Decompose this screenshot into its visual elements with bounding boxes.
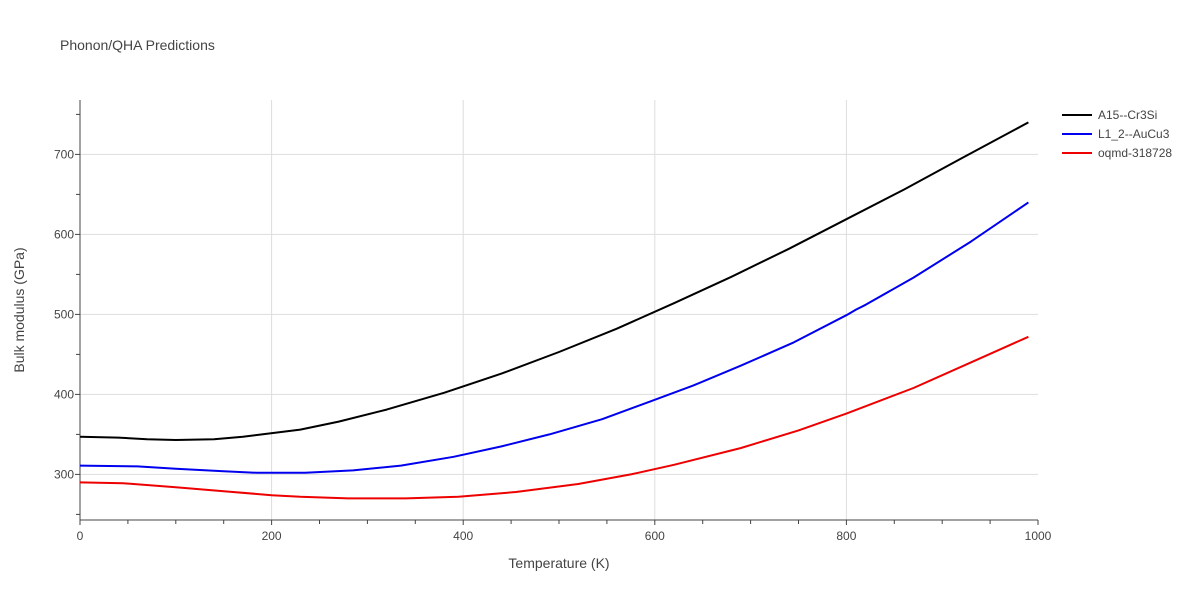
y-tick-label: 600: [54, 227, 74, 241]
x-axis-label: Temperature (K): [508, 555, 609, 571]
y-tick-label: 300: [54, 467, 74, 481]
gridlines: [80, 100, 1038, 520]
x-tick-label: 0: [77, 529, 84, 543]
x-tick-label: 1000: [1025, 529, 1052, 543]
x-tick-label: 400: [453, 529, 473, 543]
y-tick-label: 500: [54, 307, 74, 321]
series-line-3: [79, 335, 1029, 500]
legend-item-1[interactable]: A15--Cr3Si: [1062, 108, 1157, 122]
legend-item-3[interactable]: oqmd-318728: [1062, 146, 1172, 160]
axes: 0 200 400 600 800 1000 300 400 500 600 700: [54, 100, 1052, 543]
y-tick-label: 700: [54, 147, 74, 161]
y-tick-label: 400: [54, 387, 74, 401]
series-line-2: [79, 201, 1029, 474]
legend-label: A15--Cr3Si: [1098, 108, 1157, 122]
series-lines: [79, 121, 1029, 500]
x-tick-label: 200: [262, 529, 282, 543]
chart-title: Phonon/QHA Predictions: [60, 37, 215, 53]
legend-label: L1_2--AuCu3: [1098, 127, 1170, 141]
x-tick-label: 800: [836, 529, 856, 543]
y-axis-label: Bulk modulus (GPa): [11, 247, 27, 372]
legend[interactable]: A15--Cr3Si L1_2--AuCu3 oqmd-318728: [1062, 108, 1172, 160]
legend-item-2[interactable]: L1_2--AuCu3: [1062, 127, 1170, 141]
x-tick-label: 600: [645, 529, 665, 543]
legend-label: oqmd-318728: [1098, 146, 1172, 160]
series-line-1: [79, 121, 1029, 441]
